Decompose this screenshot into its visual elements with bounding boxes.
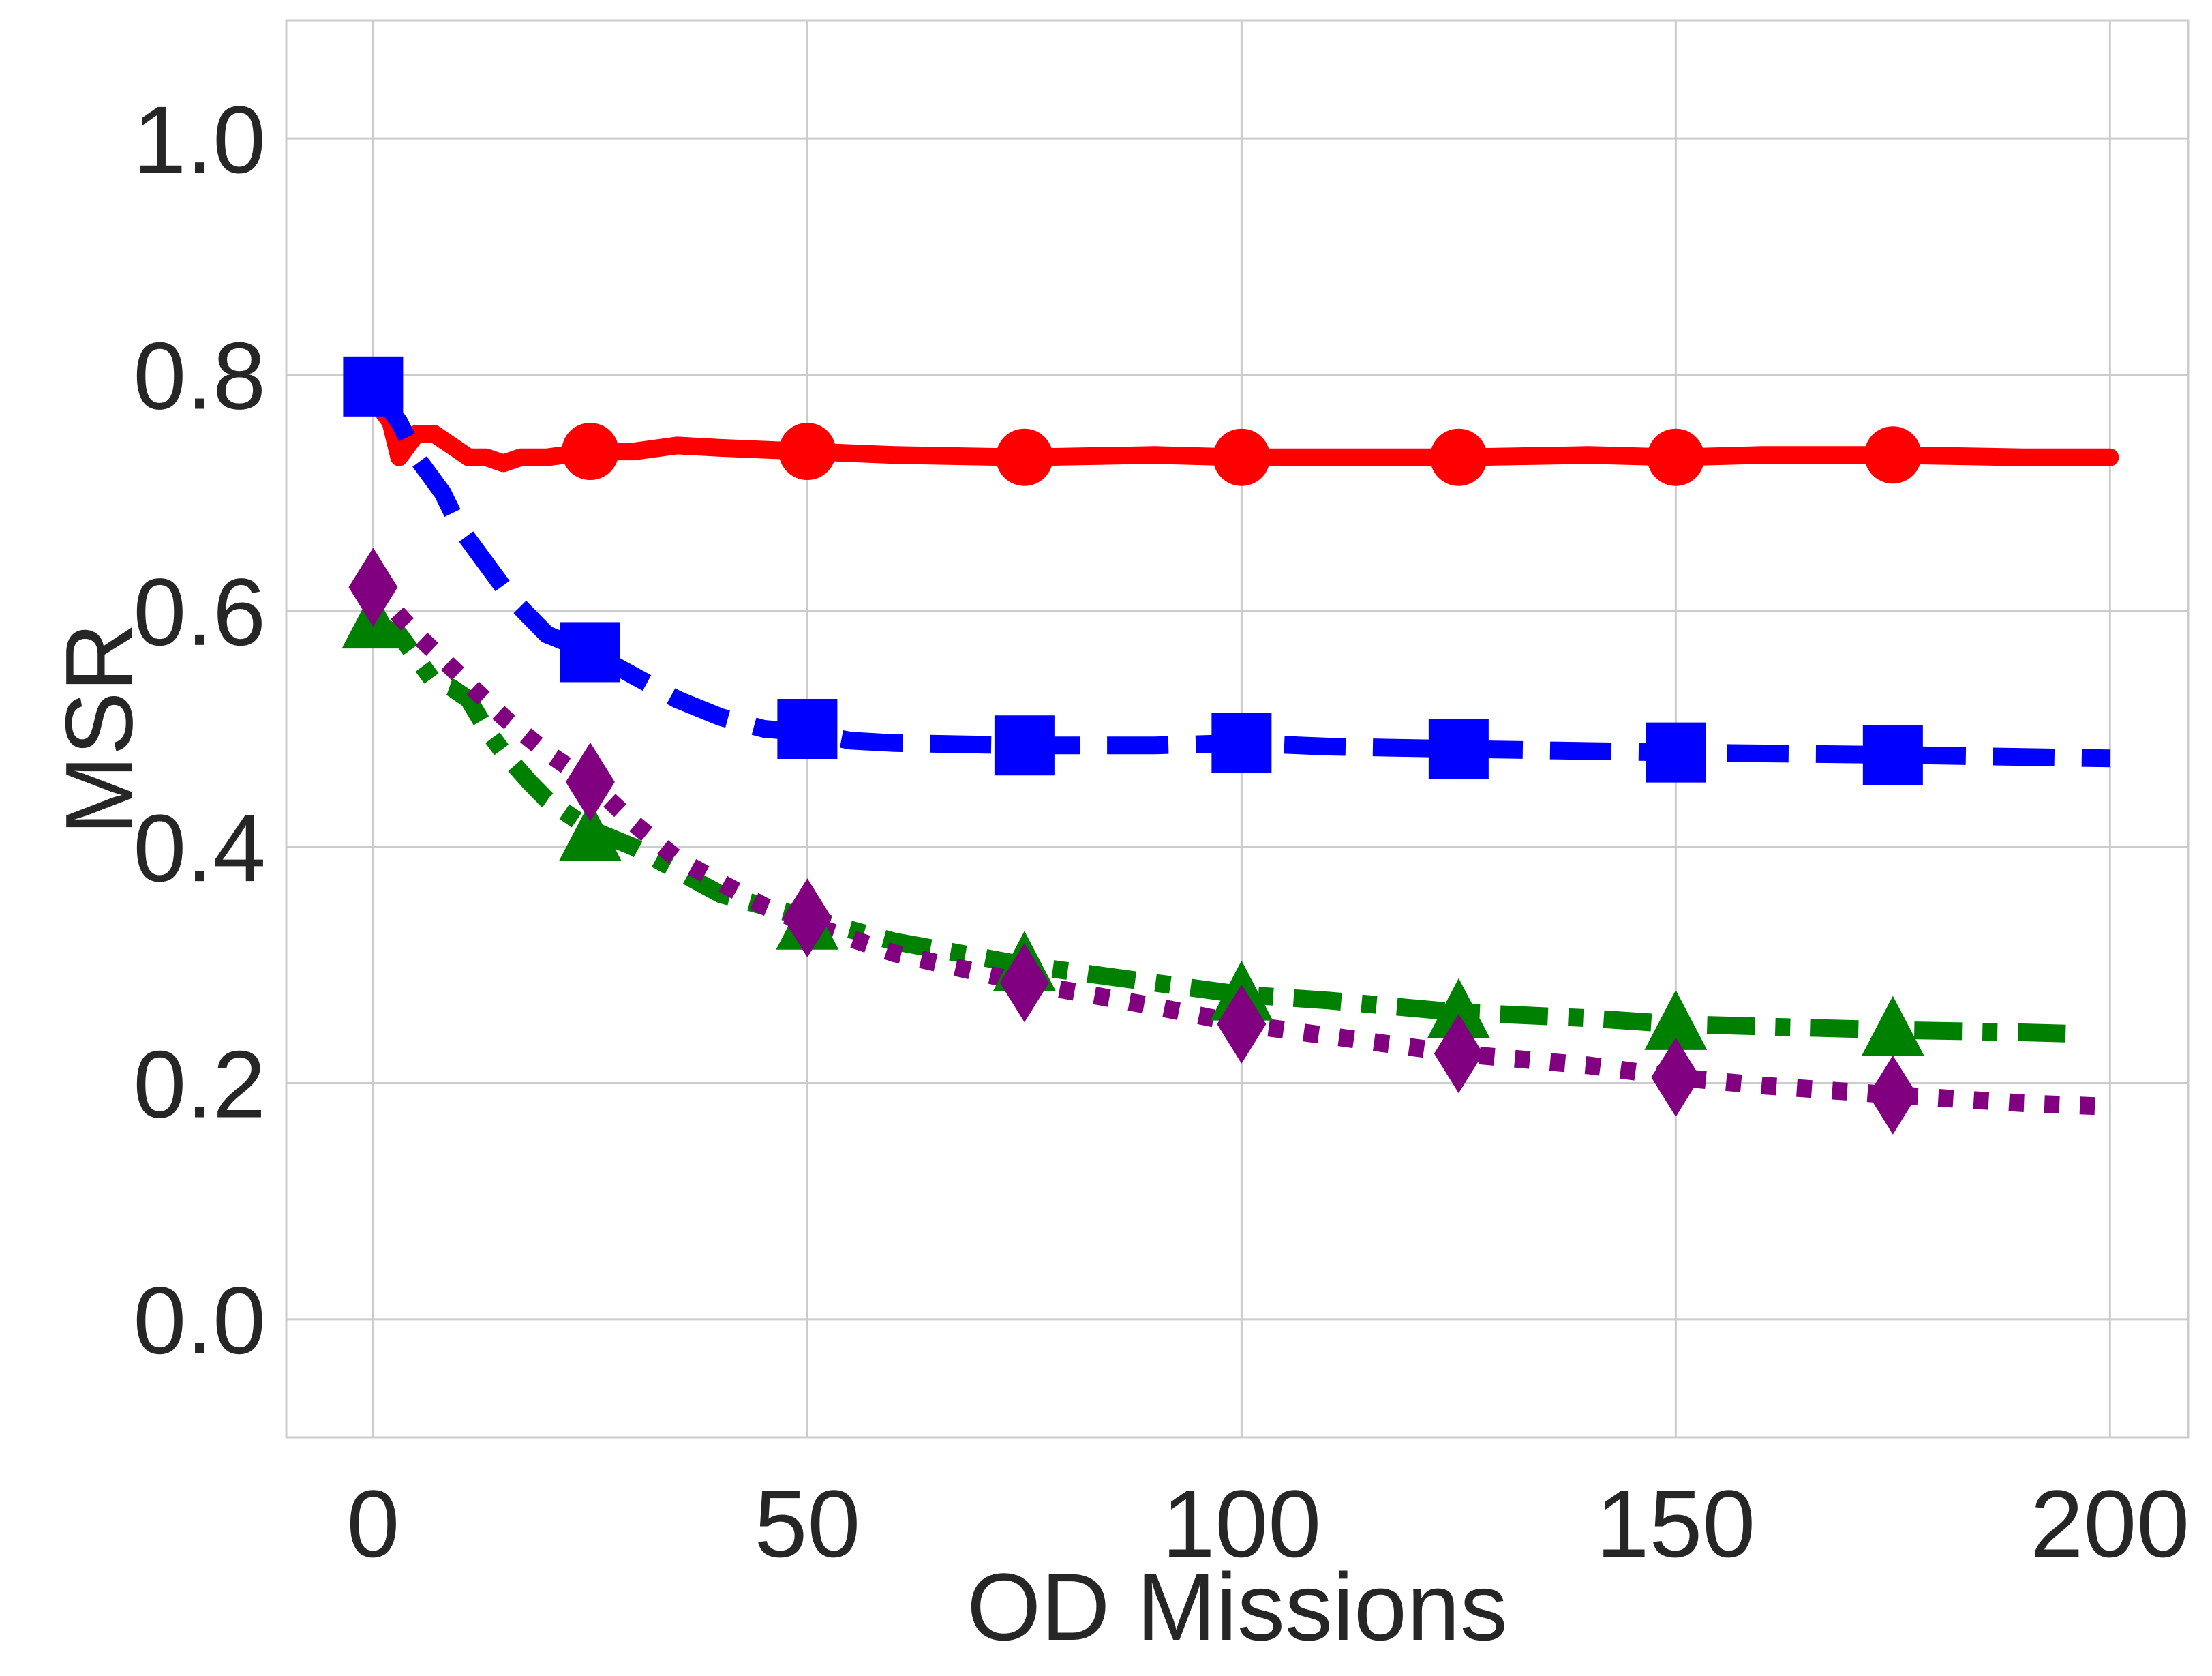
x-tick-label: 150 <box>1596 1470 1756 1577</box>
x-tick-label: 200 <box>2031 1470 2190 1577</box>
marker-red-solid-circle <box>561 423 619 481</box>
marker-green-dashdot-triangle <box>1427 978 1490 1038</box>
y-tick-label: 0.6 <box>133 558 266 665</box>
series-line-green-dashdot-triangle <box>369 614 2067 1043</box>
y-tick-label: 0.8 <box>133 323 266 430</box>
marker-red-solid-circle <box>1213 428 1271 486</box>
y-axis-title: MSR <box>46 623 153 835</box>
marker-red-solid-circle <box>1647 428 1705 486</box>
marker-blue-dashed-square <box>1211 713 1272 773</box>
marker-red-solid-circle <box>778 423 836 481</box>
markers-group <box>342 356 1924 1135</box>
marker-green-dashdot-triangle <box>1644 989 1708 1050</box>
y-tick-label: 0.4 <box>133 794 266 901</box>
marker-purple-dotted-diamond <box>1434 1014 1483 1094</box>
marker-blue-dashed-square <box>1646 722 1706 783</box>
marker-purple-dotted-diamond <box>1217 984 1267 1064</box>
marker-purple-dotted-diamond <box>1868 1055 1918 1135</box>
series-group <box>364 381 2119 1116</box>
marker-red-solid-circle <box>1429 428 1487 486</box>
y-tick-label: 1.0 <box>133 86 266 193</box>
marker-purple-dotted-diamond <box>348 548 398 627</box>
marker-purple-dotted-diamond <box>783 878 832 958</box>
marker-red-solid-circle <box>1864 426 1922 484</box>
marker-green-dashdot-triangle <box>558 800 622 861</box>
marker-blue-dashed-square <box>343 356 404 417</box>
marker-blue-dashed-square <box>994 715 1055 776</box>
marker-purple-dotted-diamond <box>565 742 615 822</box>
plot-frame <box>285 19 2190 1439</box>
series-line-red-solid-circle <box>364 389 2119 473</box>
marker-blue-dashed-square <box>777 699 838 759</box>
y-tick-label: 0.2 <box>133 1031 266 1138</box>
series-line-purple-dotted-diamond <box>366 581 2110 1116</box>
x-tick-labels: 0 50 100 150 200 <box>346 1470 2190 1577</box>
marker-blue-dashed-square <box>1862 725 1923 785</box>
y-tick-labels: 0.0 0.2 0.4 0.6 0.8 1.0 <box>133 86 266 1374</box>
marker-blue-dashed-square <box>560 622 620 683</box>
marker-purple-dotted-diamond <box>1651 1037 1701 1117</box>
marker-purple-dotted-diamond <box>999 943 1049 1023</box>
x-tick-label: 0 <box>346 1470 399 1577</box>
marker-blue-dashed-square <box>1428 719 1489 779</box>
gridlines <box>286 20 2188 1437</box>
x-axis-title: OD Missions <box>967 1553 1507 1660</box>
marker-green-dashdot-triangle <box>1861 996 1924 1056</box>
y-tick-label: 0.0 <box>133 1267 266 1374</box>
x-tick-label: 50 <box>755 1470 861 1577</box>
marker-red-solid-circle <box>995 428 1053 486</box>
x-tick-label: 100 <box>1162 1470 1322 1577</box>
